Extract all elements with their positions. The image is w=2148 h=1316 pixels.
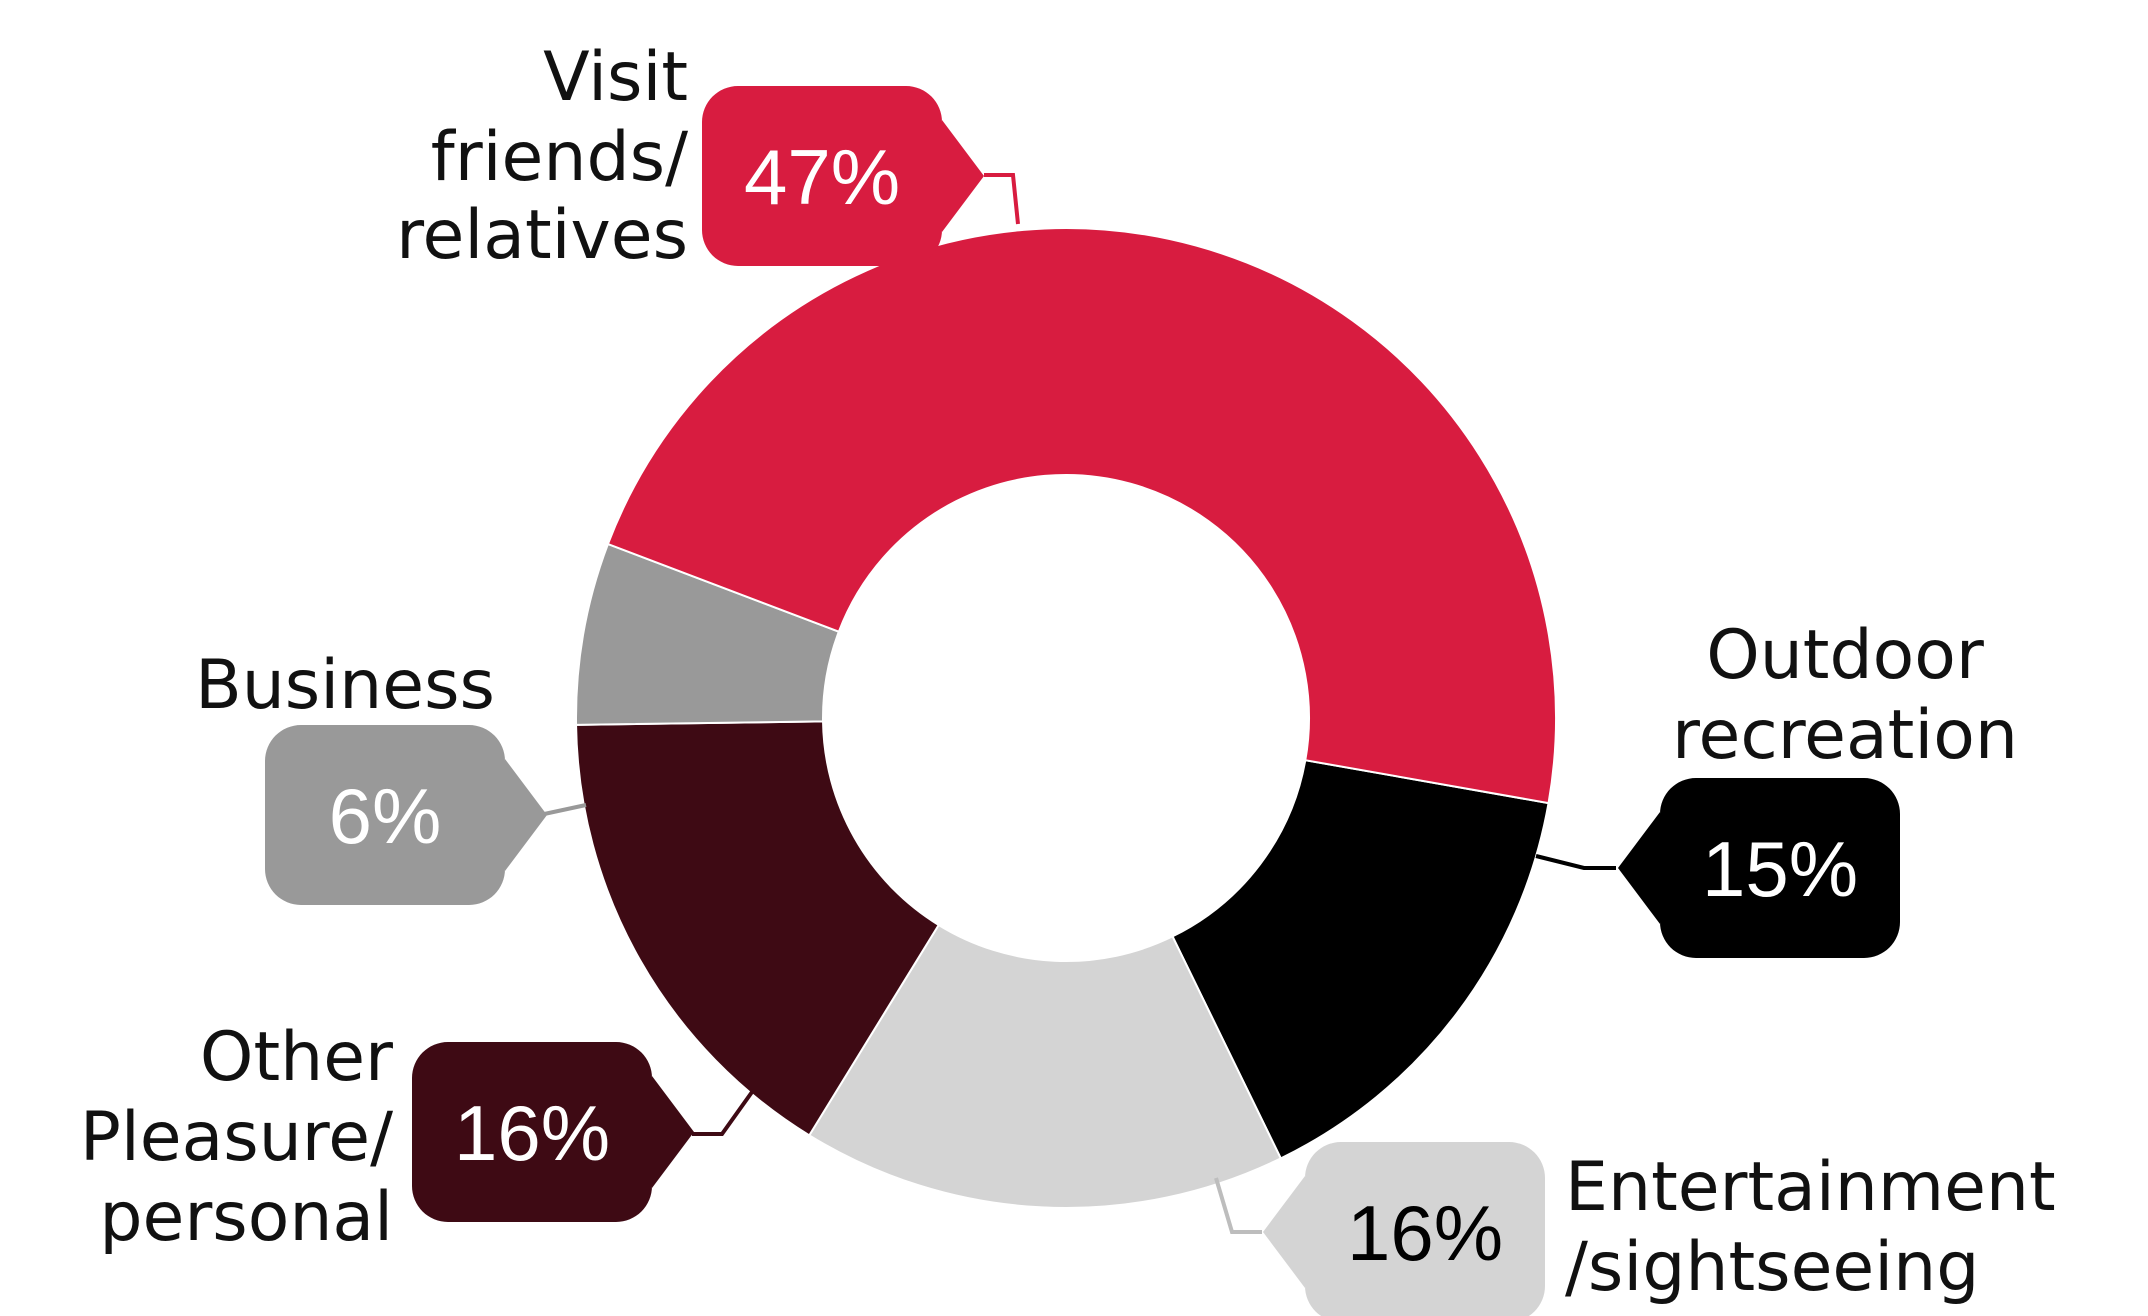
- value-label-visit: 47%: [744, 133, 900, 221]
- value-label-entertainment: 16%: [1347, 1189, 1503, 1277]
- value-label-other: 16%: [454, 1089, 610, 1177]
- category-label-visit-line-1: Visit: [543, 38, 688, 117]
- category-label-business-line-1: Business: [195, 646, 495, 725]
- callout-business: [265, 725, 547, 905]
- leader-line-visit: [984, 173, 1020, 225]
- category-label-other-line-1: Other: [200, 1018, 393, 1097]
- leader-line-entertainment: [1214, 1177, 1262, 1234]
- category-label-visit-line-2: friends/: [431, 118, 688, 197]
- category-label-other-line-2: Pleasure/: [80, 1098, 393, 1177]
- category-label-other-line-3: personal: [99, 1178, 393, 1257]
- leader-line-outdoor: [1535, 854, 1616, 870]
- callout-other: [412, 1042, 694, 1222]
- category-label-entertainment-line-2: /sightseeing: [1565, 1228, 1979, 1307]
- slices-group: [575, 227, 1557, 1209]
- callout-outdoor: [1618, 778, 1900, 958]
- category-label-outdoor-line-1: Outdoor: [1706, 616, 1984, 695]
- callout-visit: [702, 86, 984, 266]
- callout-entertainment: [1263, 1142, 1545, 1316]
- callouts-group: 15% 16% 16% 6% 47%: [265, 86, 1900, 1316]
- category-label-outdoor-line-2: recreation: [1672, 696, 2018, 775]
- category-label-visit-line-3: relatives: [396, 196, 688, 275]
- slice-outdoor: [1171, 759, 1550, 1160]
- leader-line-other: [692, 1090, 754, 1136]
- value-label-business: 6%: [329, 772, 442, 860]
- value-label-outdoor: 15%: [1702, 825, 1858, 913]
- slice-other: [575, 720, 941, 1137]
- category-label-entertainment-line-1: Entertainment: [1565, 1148, 2056, 1227]
- slice-entertainment: [807, 923, 1283, 1209]
